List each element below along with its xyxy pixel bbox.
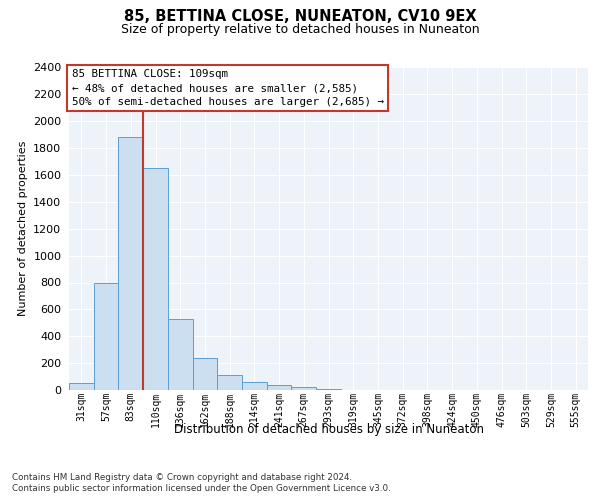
Bar xyxy=(292,388,316,390)
Bar xyxy=(316,388,341,390)
Bar xyxy=(143,168,168,390)
Text: 85 BETTINA CLOSE: 109sqm
← 48% of detached houses are smaller (2,585)
50% of sem: 85 BETTINA CLOSE: 109sqm ← 48% of detach… xyxy=(71,69,383,107)
Text: Contains HM Land Registry data © Crown copyright and database right 2024.: Contains HM Land Registry data © Crown c… xyxy=(12,472,352,482)
Bar xyxy=(267,386,292,390)
Bar xyxy=(94,282,118,390)
Y-axis label: Number of detached properties: Number of detached properties xyxy=(17,141,28,316)
Bar xyxy=(168,319,193,390)
Bar xyxy=(242,382,267,390)
Bar xyxy=(193,358,217,390)
Text: Contains public sector information licensed under the Open Government Licence v3: Contains public sector information licen… xyxy=(12,484,391,493)
Bar xyxy=(217,375,242,390)
Bar xyxy=(118,138,143,390)
Text: Size of property relative to detached houses in Nuneaton: Size of property relative to detached ho… xyxy=(121,22,479,36)
Text: Distribution of detached houses by size in Nuneaton: Distribution of detached houses by size … xyxy=(174,422,484,436)
Bar xyxy=(69,382,94,390)
Text: 85, BETTINA CLOSE, NUNEATON, CV10 9EX: 85, BETTINA CLOSE, NUNEATON, CV10 9EX xyxy=(124,9,476,24)
